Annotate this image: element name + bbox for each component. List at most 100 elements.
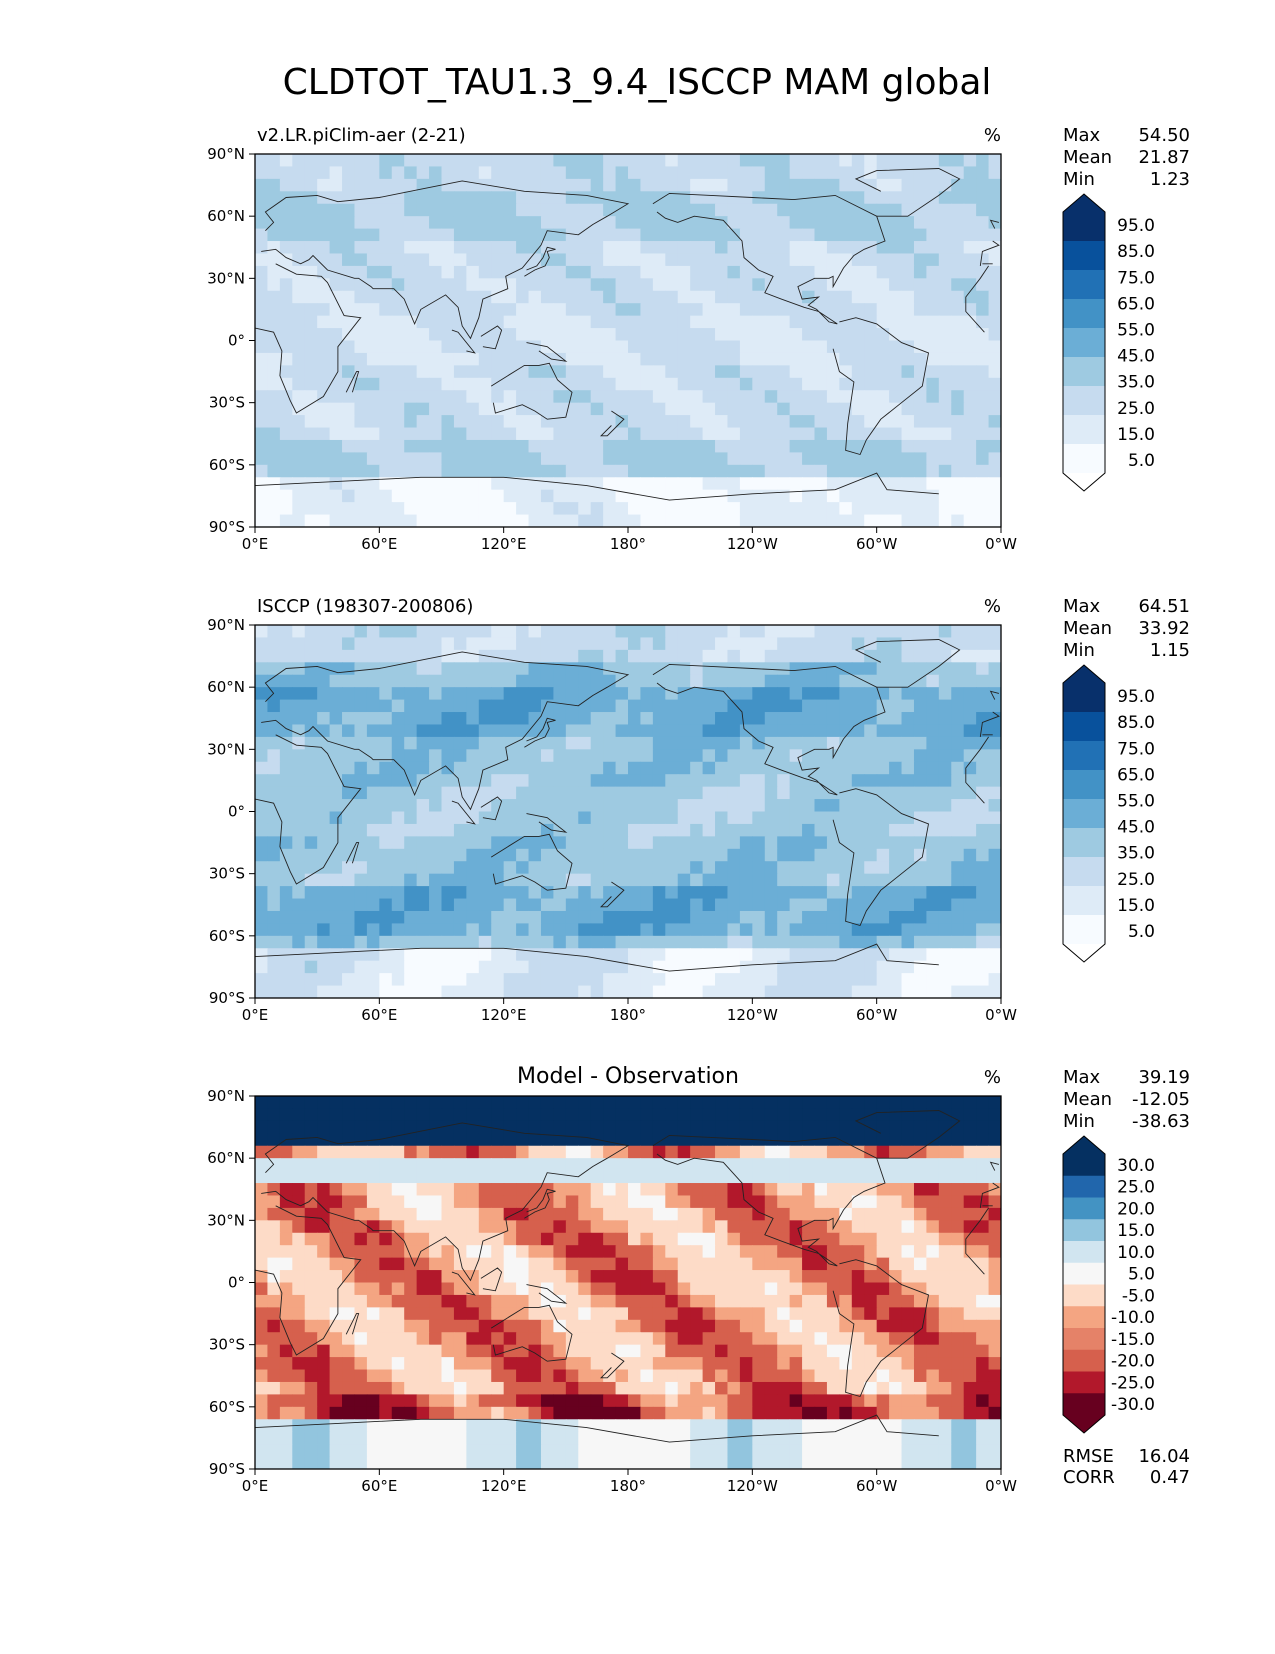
field-cell [690, 749, 703, 762]
colorbar-band [1063, 328, 1105, 358]
field-cell [902, 836, 915, 849]
field-cell [852, 291, 865, 304]
field-cell [379, 204, 392, 217]
field-cell [628, 278, 641, 291]
field-cell [516, 1183, 529, 1196]
field-cell [777, 166, 790, 179]
field-cell [690, 899, 703, 912]
field-cell [989, 986, 1002, 999]
field-cell [591, 1332, 604, 1345]
field-cell [852, 1146, 865, 1159]
field-cell [939, 724, 952, 737]
map-diff [255, 1096, 1002, 1470]
field-cell [566, 428, 579, 441]
field-cell [292, 1307, 305, 1320]
field-cell [354, 724, 367, 737]
field-cell [827, 1183, 840, 1196]
field-cell [479, 1258, 492, 1271]
field-cell [541, 502, 554, 515]
field-cell [392, 154, 405, 167]
field-cell [877, 849, 890, 862]
field-cell [827, 625, 840, 638]
field-cell [877, 637, 890, 650]
field-cell [417, 390, 430, 403]
field-cell [815, 936, 828, 949]
field-cell [255, 762, 268, 775]
field-cell [504, 229, 517, 242]
field-cell [926, 1183, 939, 1196]
field-cell [404, 415, 417, 428]
field-cell [317, 1295, 330, 1308]
field-cell [889, 490, 902, 503]
field-cell [317, 1183, 330, 1196]
field-cell [964, 253, 977, 266]
field-cell [939, 154, 952, 167]
field-cell [802, 899, 815, 912]
field-cell [665, 179, 678, 192]
field-cell [777, 1208, 790, 1221]
field-cell [491, 836, 504, 849]
field-cell [504, 1096, 517, 1109]
field-cell [429, 216, 442, 229]
field-cell [454, 191, 467, 204]
field-cell [640, 749, 653, 762]
field-cell [852, 278, 865, 291]
field-cell [951, 1270, 964, 1283]
field-cell [727, 154, 740, 167]
field-cell [504, 923, 517, 936]
field-cell [914, 1108, 927, 1121]
field-cell [926, 403, 939, 416]
field-cell [330, 241, 343, 254]
field-cell [653, 762, 666, 775]
field-cell [976, 415, 989, 428]
field-cell [827, 1195, 840, 1208]
field-cell [379, 1183, 392, 1196]
field-cell [939, 166, 952, 179]
field-cell [442, 923, 455, 936]
field-cell [466, 303, 479, 316]
field-cell [255, 166, 268, 179]
field-cell [839, 1332, 852, 1345]
field-cell [541, 724, 554, 737]
field-cell [790, 365, 803, 378]
field-cell [442, 899, 455, 912]
field-cell [802, 1258, 815, 1271]
field-cell [553, 1332, 566, 1345]
field-cell [628, 948, 641, 961]
field-cell [715, 936, 728, 949]
field-cell [529, 911, 542, 924]
field-cell [317, 1245, 330, 1258]
field-cell [628, 662, 641, 675]
field-cell [603, 216, 616, 229]
field-cell [491, 1171, 504, 1184]
field-cell [640, 625, 653, 638]
field-cell [802, 799, 815, 812]
field-cell [703, 1171, 716, 1184]
field-cell [628, 1158, 641, 1171]
field-cell [379, 154, 392, 167]
field-cell [367, 861, 380, 874]
field-cell [628, 1121, 641, 1134]
colorbar-tick-label: 5.0 [1128, 922, 1155, 942]
field-cell [976, 1195, 989, 1208]
field-cell [740, 1258, 753, 1271]
field-cell [541, 973, 554, 986]
field-cell [640, 216, 653, 229]
field-cell [690, 625, 703, 638]
field-cell [777, 787, 790, 800]
field-cell [802, 1332, 815, 1345]
field-cell [715, 1245, 728, 1258]
field-cell [305, 1171, 318, 1184]
field-cell [740, 490, 753, 503]
field-cell [989, 154, 1002, 167]
field-cell [255, 986, 268, 999]
field-cell [578, 1121, 591, 1134]
field-cell [715, 477, 728, 490]
field-cell [690, 1283, 703, 1296]
stat-label: Min [1063, 169, 1095, 190]
field-cell [976, 353, 989, 366]
field-cell [603, 724, 616, 737]
field-cell [516, 712, 529, 725]
field-cell [740, 700, 753, 713]
field-cell [653, 923, 666, 936]
